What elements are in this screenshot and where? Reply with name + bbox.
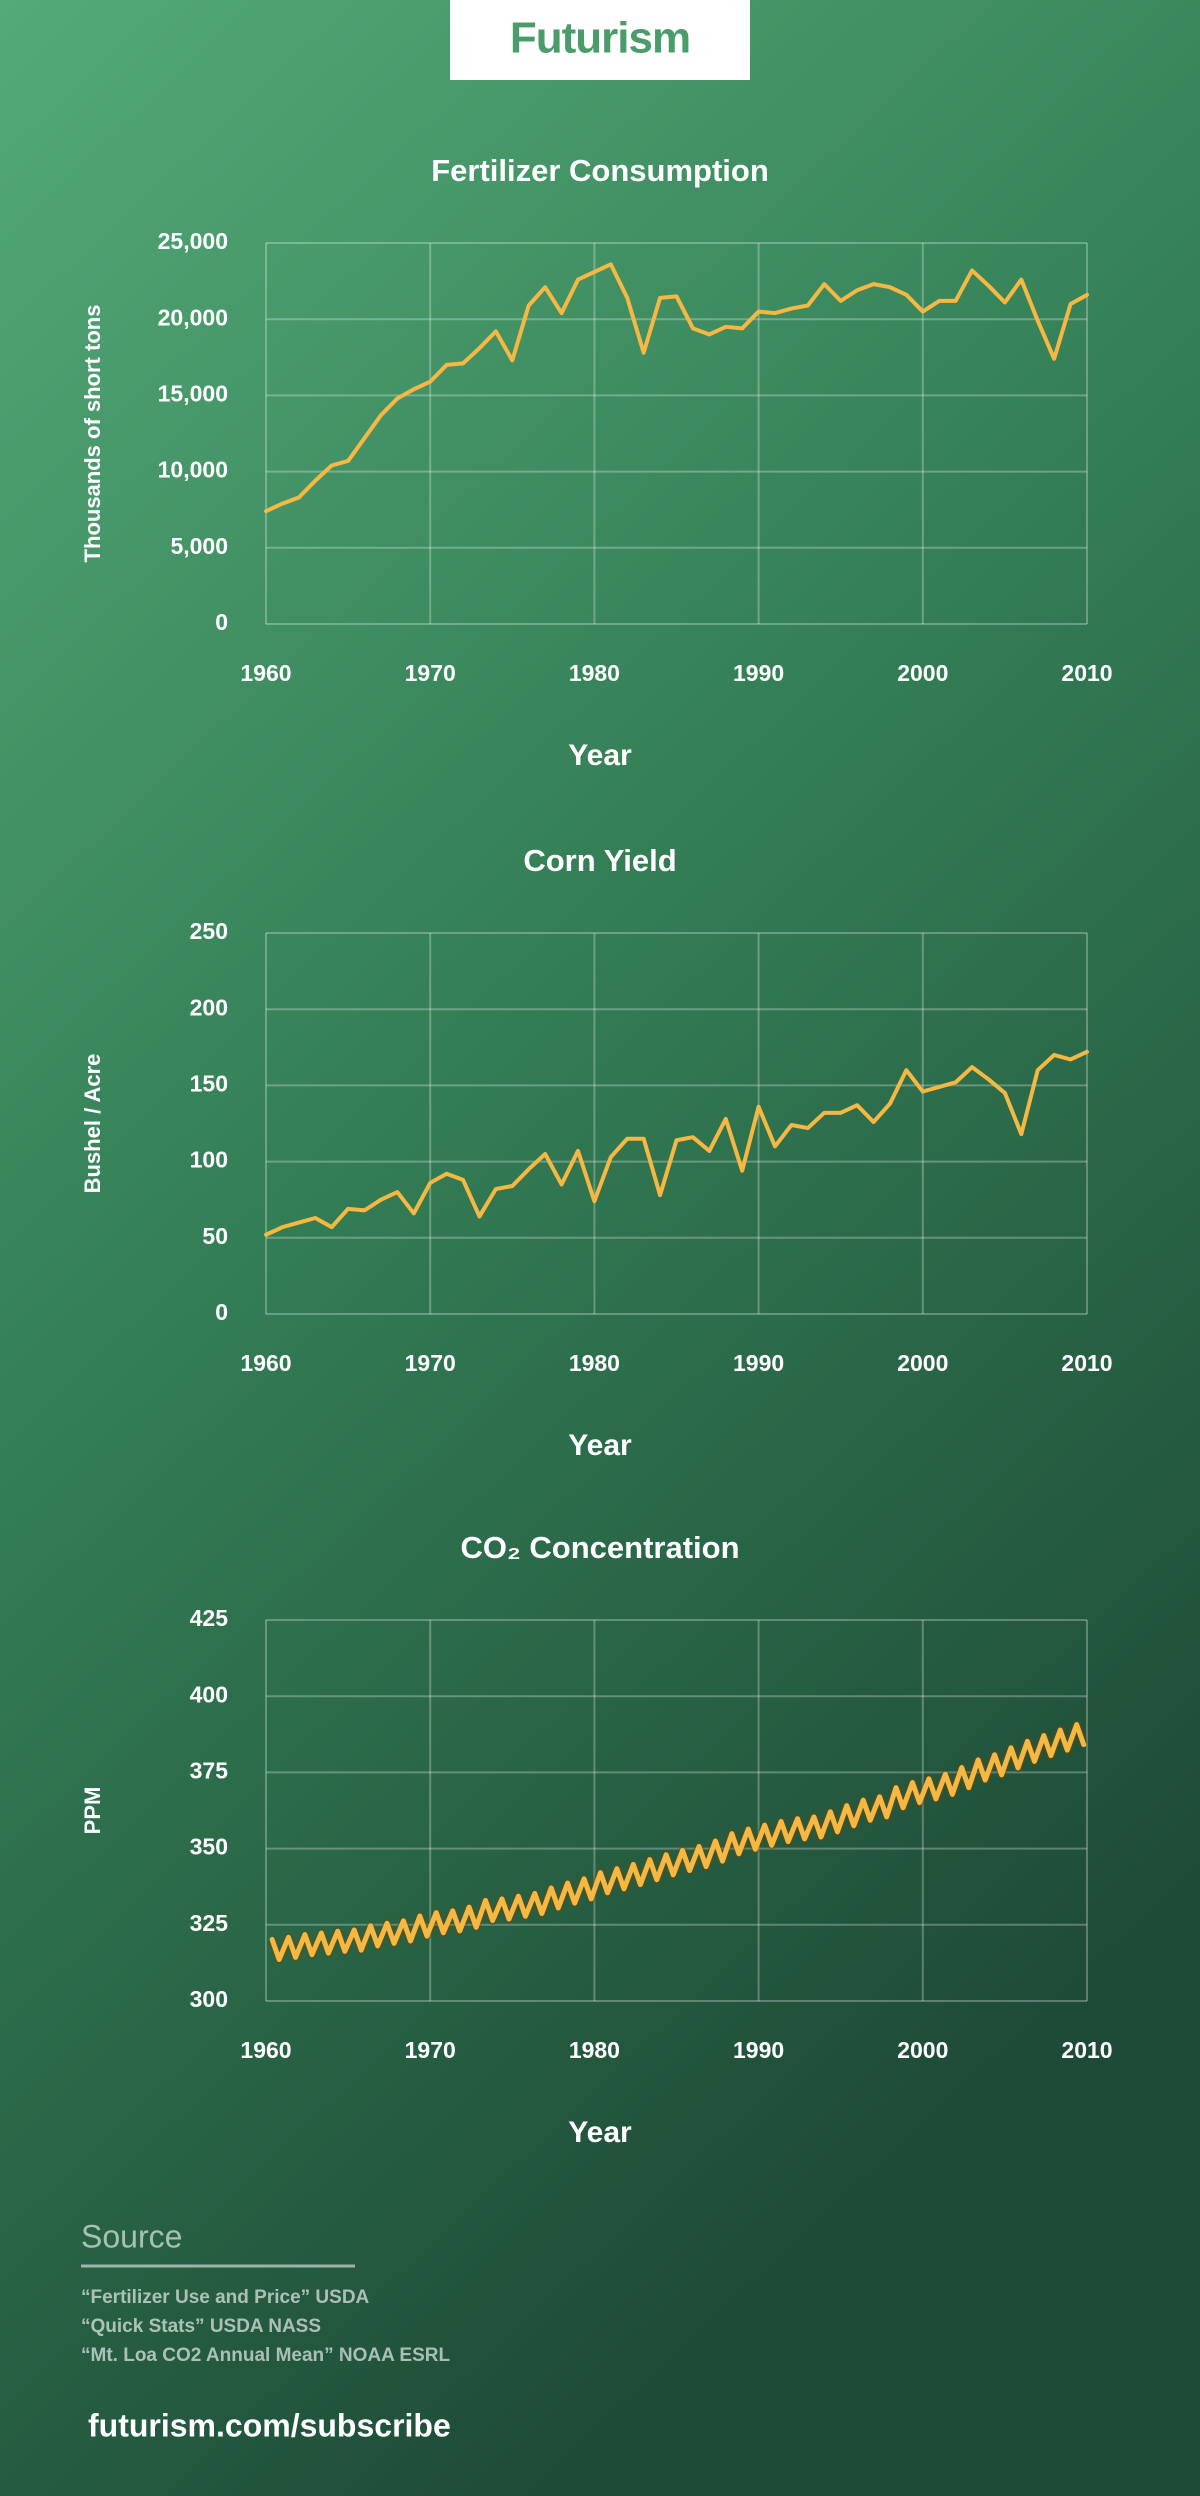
y-axis-title: PPM [80,1787,105,1835]
y-tick-label: 375 [190,1757,229,1783]
x-tick-label: 1980 [569,2037,620,2063]
chart-title: Fertilizer Consumption [431,153,769,188]
y-tick-label: 300 [190,1986,228,2012]
x-tick-label: 1960 [240,660,291,686]
y-tick-label: 50 [202,1223,228,1249]
source-item: “Fertilizer Use and Price” USDA [81,2287,370,2308]
y-tick-label: 25,000 [158,228,228,254]
x-tick-label: 1980 [569,660,620,686]
y-tick-label: 0 [215,1299,228,1325]
y-tick-label: 100 [190,1147,228,1173]
y-tick-label: 5,000 [170,533,228,559]
x-tick-label: 1970 [405,2037,456,2063]
y-axis-title: Thousands of short tons [80,305,105,563]
x-axis-title: Year [568,739,632,772]
y-tick-label: 0 [215,609,228,635]
data-line [264,1049,1089,1237]
y-tick-label: 200 [190,994,228,1020]
y-tick-label: 425 [190,1605,229,1631]
y-tick-label: 15,000 [158,380,228,406]
y-tick-label: 350 [190,1834,228,1860]
y-tick-label: 150 [190,1070,228,1096]
y-axis-title: Bushel / Acre [80,1054,105,1194]
x-tick-label: 1960 [240,2037,291,2063]
subscribe-link[interactable]: futurism.com/subscribe [88,2407,451,2443]
x-tick-label: 2010 [1061,2037,1112,2063]
x-axis-title: Year [568,1429,632,1462]
source-item: “Mt. Loa CO2 Annual Mean” NOAA ESRL [81,2345,451,2366]
x-tick-label: 2010 [1061,660,1112,686]
data-line [269,1722,1087,1963]
chart-title: Corn Yield [523,843,676,878]
logo: Futurism [510,14,690,63]
x-tick-label: 2000 [897,1350,948,1376]
data-line [264,262,1089,514]
x-tick-label: 2000 [897,2037,948,2063]
x-tick-label: 1990 [733,2037,784,2063]
y-tick-label: 20,000 [158,304,228,330]
source-heading: Source [81,2218,182,2254]
x-tick-label: 1970 [405,660,456,686]
y-tick-label: 325 [190,1910,229,1936]
logo-box [450,0,750,80]
source-item: “Quick Stats” USDA NASS [81,2316,321,2337]
x-tick-label: 2010 [1061,1350,1112,1376]
y-tick-label: 400 [190,1681,228,1707]
y-tick-label: 10,000 [158,457,228,483]
y-tick-label: 250 [190,918,228,944]
x-tick-label: 1970 [405,1350,456,1376]
x-tick-label: 1960 [240,1350,291,1376]
x-tick-label: 1990 [733,660,784,686]
chart-title: CO₂ Concentration [461,1530,740,1565]
x-tick-label: 1990 [733,1350,784,1376]
x-tick-label: 1980 [569,1350,620,1376]
x-axis-title: Year [568,2116,632,2149]
x-tick-label: 2000 [897,660,948,686]
